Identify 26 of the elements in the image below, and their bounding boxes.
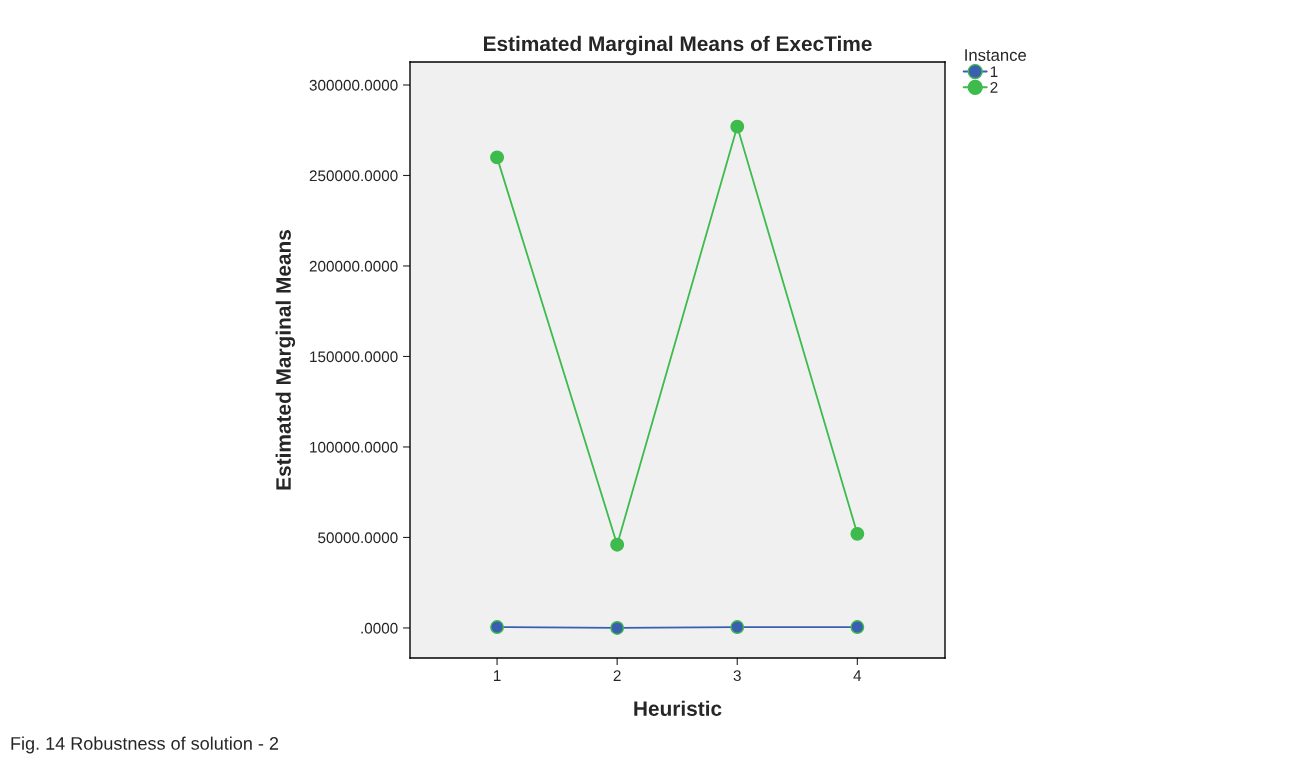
point [610, 621, 625, 635]
y-tick-label: 50000.0000 [318, 532, 398, 544]
y-tick-label: 150000.0000 [310, 351, 398, 363]
x-tick-label: 2 [613, 670, 621, 681]
point [730, 620, 745, 634]
x-tick-label: 3 [733, 670, 741, 682]
caption: Fig. 14 Robustness of solution - 2 [11, 736, 279, 754]
y-tick-label: 250000.0000 [309, 170, 398, 182]
y-tick-label: .0000 [361, 622, 398, 634]
chart-title: Estimated Marginal Means of ExecTime [484, 35, 872, 56]
legend-label: 1 [990, 66, 998, 77]
legend-label: 2 [990, 81, 998, 93]
point [490, 620, 505, 634]
y-tick-label: 200000.0000 [309, 260, 398, 272]
point [490, 150, 505, 165]
y-axis-title: Estimated Marginal Means [275, 230, 296, 490]
x-tick-label: 1 [493, 670, 501, 681]
x-tick-label: 4 [853, 670, 862, 681]
legend-title: Instance [965, 49, 1027, 61]
point [850, 620, 865, 634]
point [610, 537, 625, 552]
x-axis-title: Heuristic [634, 700, 722, 717]
point [850, 526, 865, 541]
y-tick-label: 300000.0000 [309, 79, 398, 91]
y-tick-label: 100000.0000 [310, 441, 398, 453]
point [730, 119, 745, 134]
